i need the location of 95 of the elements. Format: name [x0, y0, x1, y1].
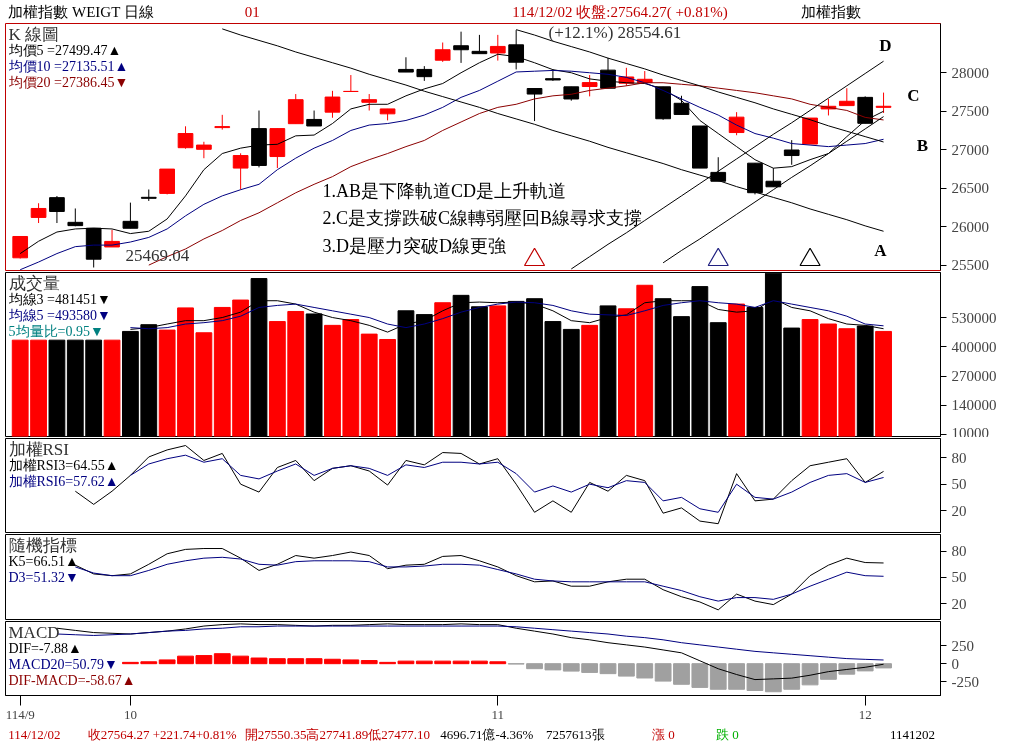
bar — [709, 322, 727, 437]
series-label: D3=51.32▼ — [8, 569, 79, 585]
series-label: DIF-MACD=-58.67▲ — [8, 672, 136, 688]
series-label: 加權RSI3=64.55▲ — [8, 457, 119, 473]
x-tick-label: 12 — [858, 706, 872, 722]
text: 漲 0 — [651, 727, 675, 742]
text: 4696.71億-4.36% — [440, 727, 534, 742]
candlestick — [581, 74, 598, 97]
y-tick-label: 27000 — [951, 141, 989, 158]
text: 7257613張 — [546, 727, 605, 742]
text: 加權指數 — [801, 3, 862, 20]
text: 01 — [244, 3, 260, 20]
series-label: 均線5 =493580▼ — [7, 307, 111, 323]
text: 114/12/02 收盤:27564.27( +0.81%) — [512, 3, 728, 21]
annotation: 2.C是支撐跌破C線轉弱壓回B線尋求支撐 — [322, 207, 643, 228]
series-label: MACD20=50.79▼ — [8, 656, 118, 672]
candlestick — [306, 110, 322, 127]
chart-title: 加權RSI — [8, 439, 70, 459]
annotation: 1.AB是下降軌道CD是上升軌道 — [322, 180, 567, 201]
candlestick — [232, 152, 249, 190]
chart-title: 隨機指標 — [8, 535, 77, 555]
text: 均價5 =27499.47▲ — [7, 42, 122, 58]
series-label: DIF=-7.88▲ — [8, 640, 82, 656]
candlestick — [673, 95, 690, 115]
annotation: 3.D是壓力突破D線更強 — [322, 235, 506, 256]
y-tick-label: 140000 — [951, 397, 997, 414]
x-tick-label: 10 — [123, 706, 137, 722]
text: 均價20 =27386.45▼ — [7, 74, 129, 90]
bar — [489, 305, 507, 437]
candlestick — [545, 68, 561, 82]
y-tick-label: 28000 — [951, 64, 989, 81]
y-tick-label: -250 — [951, 673, 979, 690]
bar — [562, 328, 580, 437]
text: 加權指數 WEIGT 日線 — [8, 3, 154, 20]
candlestick — [783, 139, 800, 166]
bar — [434, 302, 452, 437]
line-series — [74, 556, 885, 602]
text: 均價10 =27135.51▲ — [7, 58, 129, 74]
y-tick-label: 20 — [951, 595, 967, 612]
y-tick-label: 26500 — [951, 180, 989, 197]
bar — [728, 303, 745, 437]
candlestick — [434, 42, 451, 63]
text: 開27550.35高27741.89低27477.10 — [244, 727, 430, 742]
y-tick-label: 25500 — [951, 257, 989, 274]
candlestick — [30, 202, 47, 224]
y-tick-label: 26000 — [951, 218, 989, 235]
x-tick-label: 11 — [491, 706, 505, 722]
text: 1141202 — [890, 726, 936, 742]
text: 跌 0 — [715, 727, 739, 742]
text: 均線3 =481451▼ — [7, 291, 111, 307]
chart-title: 成交量 — [8, 273, 60, 293]
line-series — [129, 454, 885, 513]
y-tick-label: 80 — [951, 543, 967, 560]
bar — [103, 339, 121, 437]
text: 114/12/02 — [8, 727, 61, 742]
annotation: (+12.1%) 28554.61 — [548, 23, 682, 42]
candlestick — [398, 56, 414, 73]
candlestick — [140, 188, 157, 202]
candlestick — [343, 74, 359, 92]
text: B — [916, 136, 929, 155]
bar — [48, 339, 66, 437]
text: 收27564.27 +221.74+0.81% — [87, 727, 237, 742]
candlestick — [526, 88, 543, 122]
y-tick-label: 250 — [951, 637, 974, 654]
candlestick — [196, 141, 212, 159]
candlestick — [471, 34, 488, 55]
annotation: 5均量比=0.95▼ — [8, 323, 104, 339]
annotation: A — [874, 241, 888, 260]
y-tick-label: 50 — [951, 569, 967, 586]
series-label: 加權RSI6=57.62▲ — [8, 473, 119, 489]
candlestick — [489, 34, 506, 62]
x-tick-label: 114/9 — [5, 706, 35, 722]
y-tick-label: 400000 — [951, 338, 997, 355]
y-tick-label: 80 — [951, 449, 967, 466]
y-tick-label: 27500 — [951, 103, 989, 120]
chart-title: K 線圖 — [8, 24, 60, 44]
y-tick-label: 10000 — [951, 424, 989, 441]
candlestick — [324, 90, 341, 119]
text: C — [907, 86, 920, 105]
y-tick-label: 530000 — [951, 309, 997, 326]
candlestick — [728, 111, 745, 136]
series-label: K5=66.51▲ — [8, 553, 79, 569]
chart-title: MACD — [8, 622, 60, 642]
y-tick-label: 50 — [951, 476, 967, 493]
y-tick-label: 20 — [951, 502, 967, 519]
y-tick-label: 270000 — [951, 368, 997, 385]
candlestick — [49, 195, 65, 224]
candlestick — [122, 202, 139, 229]
bar — [875, 330, 892, 437]
bar — [581, 324, 599, 437]
candlestick — [177, 125, 194, 150]
y-tick-label: 0 — [951, 655, 959, 672]
candlestick — [875, 92, 892, 114]
annotation: D — [879, 36, 892, 55]
candlestick — [453, 31, 469, 64]
